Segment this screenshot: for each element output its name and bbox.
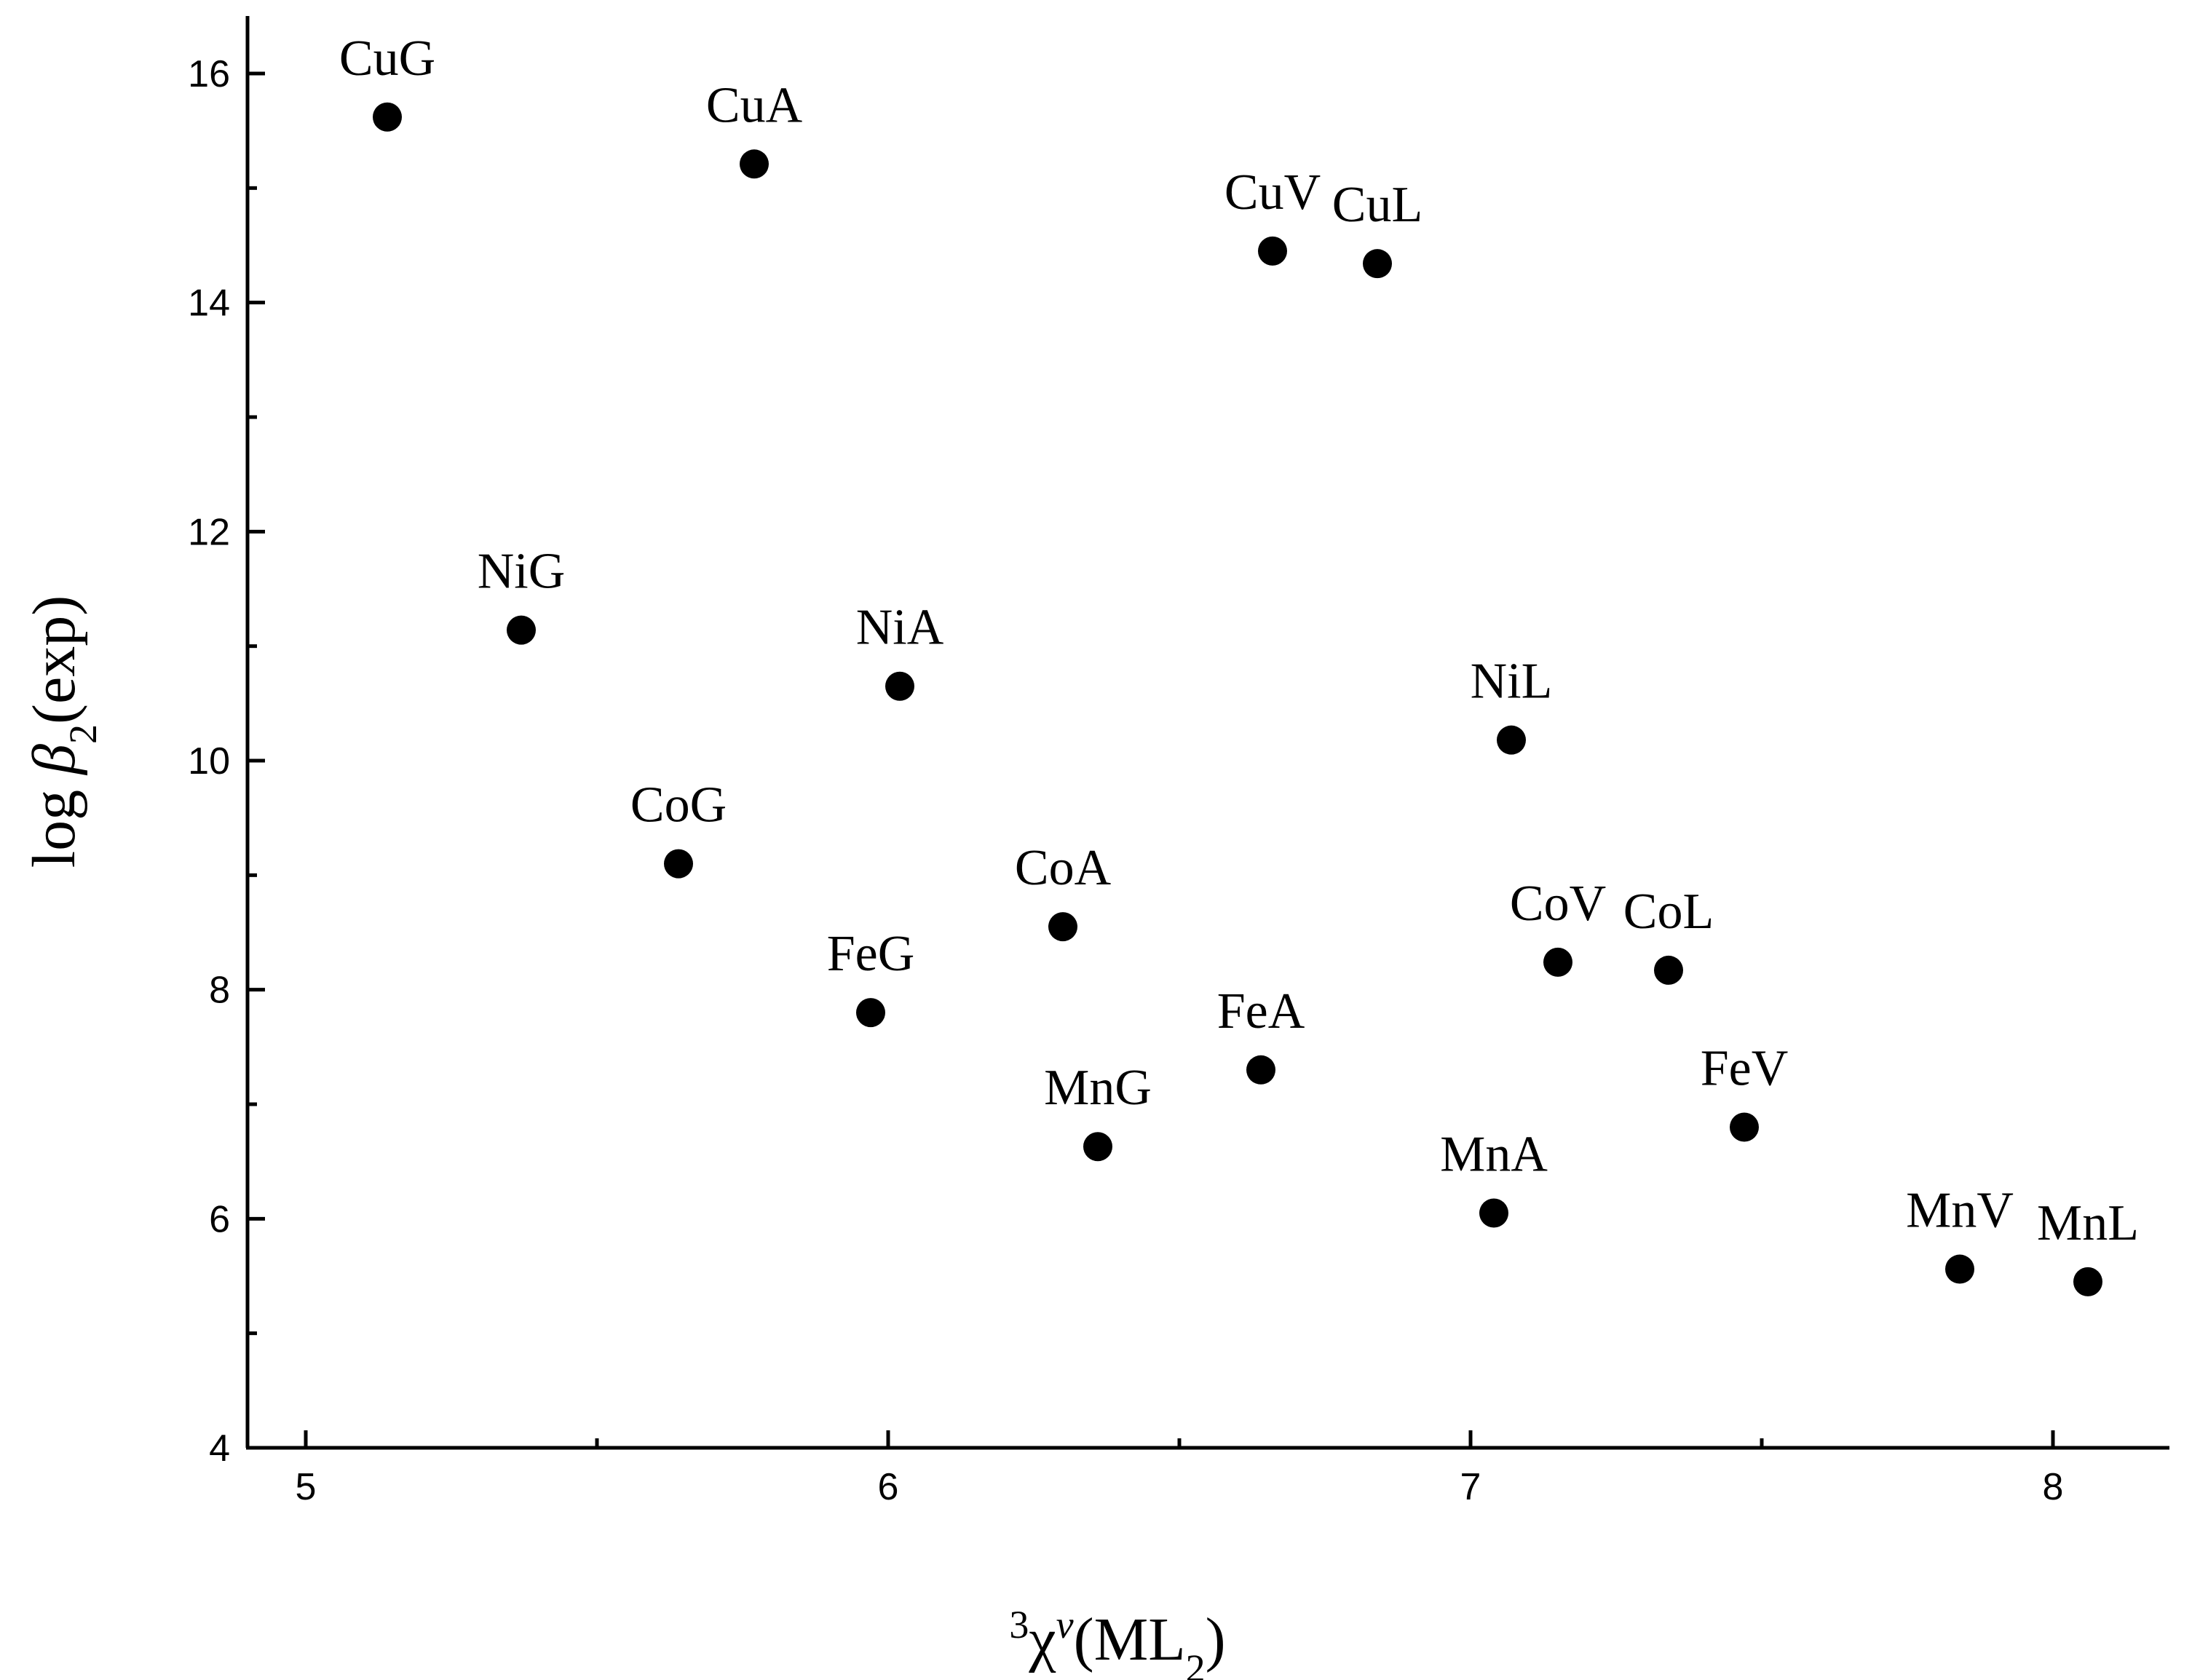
data-point-coa <box>1048 912 1077 942</box>
point-label-cul: CuL <box>1332 177 1423 233</box>
data-point-nig <box>507 615 536 645</box>
data-point-cog <box>664 849 693 879</box>
x-axis-title-chi: χ <box>1028 1606 1056 1673</box>
point-label-col: CoL <box>1623 884 1714 940</box>
x-axis-title-chi-sup: v <box>1056 1603 1074 1647</box>
data-point-cov <box>1543 947 1572 977</box>
x-tick-label: 7 <box>1460 1466 1481 1508</box>
point-label-mnv: MnV <box>1906 1183 2014 1239</box>
x-axis-title-end: ) <box>1206 1606 1226 1673</box>
x-tick-label: 6 <box>878 1466 899 1508</box>
point-label-feg: FeG <box>827 926 915 982</box>
data-point-cuv <box>1258 236 1287 266</box>
x-axis-title-main: (ML <box>1074 1606 1186 1673</box>
point-label-cug: CuG <box>339 31 435 87</box>
data-point-mna <box>1479 1198 1508 1228</box>
data-point-fev <box>1730 1112 1759 1142</box>
point-label-fea: FeA <box>1217 983 1305 1039</box>
y-tick-label: 16 <box>188 53 230 95</box>
data-point-cug <box>373 102 402 132</box>
point-label-cov: CoV <box>1510 876 1606 932</box>
data-point-fea <box>1246 1055 1275 1085</box>
point-label-nia: NiA <box>856 600 944 656</box>
data-point-mng <box>1083 1132 1112 1162</box>
point-label-cua: CuA <box>706 77 803 133</box>
axes <box>245 16 2169 1450</box>
x-tick-label: 8 <box>2043 1466 2064 1508</box>
point-label-mnl: MnL <box>2037 1195 2139 1251</box>
y-tick-label: 12 <box>188 511 230 553</box>
y-axis-title: log β2(exp) <box>20 595 105 868</box>
point-label-mng: MnG <box>1044 1060 1152 1116</box>
y-tick-label: 4 <box>209 1427 230 1470</box>
x-axis-title: 3χv(ML2) <box>1009 1603 1225 1680</box>
point-label-mna: MnA <box>1440 1126 1548 1182</box>
y-axis-title-log: log <box>20 774 88 868</box>
data-point-nil <box>1497 725 1526 755</box>
data-point-cua <box>740 149 769 179</box>
y-tick-label: 10 <box>188 740 230 782</box>
axis-ticks: 5 6 7 8 4 6 8 10 12 14 16 <box>188 53 2063 1508</box>
point-label-nig: NiG <box>478 544 566 600</box>
x-axis-title-sub: 2 <box>1186 1647 1206 1680</box>
y-axis-title-sub: 2 <box>61 724 105 744</box>
data-point-col <box>1654 955 1683 985</box>
y-tick-label: 6 <box>209 1198 230 1240</box>
data-point-mnl <box>2073 1267 2102 1296</box>
x-tick-label: 5 <box>296 1466 317 1508</box>
y-tick-label: 14 <box>188 282 230 325</box>
data-point-mnv <box>1945 1254 1974 1284</box>
point-label-coa: CoA <box>1015 840 1112 896</box>
point-label-cog: CoG <box>630 777 727 833</box>
point-label-nil: NiL <box>1471 654 1553 710</box>
point-label-fev: FeV <box>1701 1040 1789 1096</box>
point-label-cuv: CuV <box>1224 165 1321 221</box>
data-point-feg <box>856 998 885 1028</box>
y-axis-title-beta: β <box>20 744 88 776</box>
y-tick-label: 8 <box>209 970 230 1012</box>
y-axis-title-rest: (exp) <box>20 595 88 724</box>
data-point-cul <box>1363 249 1392 279</box>
data-point-nia <box>885 671 914 701</box>
data-points: CuG CuA CuV CuL NiG NiA NiL CoG CoA CoV CoL FeG FeA F… <box>339 31 2139 1296</box>
x-axis-title-sup: 3 <box>1009 1603 1029 1647</box>
